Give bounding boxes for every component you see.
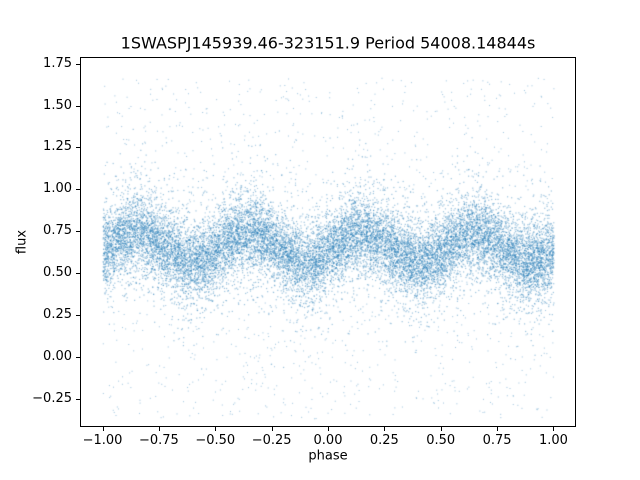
y-tick-label: −0.25 [32,390,72,406]
x-tick-mark [102,427,104,431]
y-tick-label: 1.75 [43,55,72,71]
y-tick-label: 0.50 [43,264,72,280]
y-tick-label: 1.25 [43,139,72,155]
x-axis-label: phase [308,448,348,464]
x-tick-label: 1.00 [538,433,568,448]
x-tick-label: 0.00 [313,433,343,448]
y-tick-mark [76,398,80,400]
x-tick-mark [328,427,329,431]
y-tick-mark [76,63,80,65]
x-tick-mark [384,427,386,431]
x-tick-mark [440,427,442,431]
x-tick-label: −0.75 [138,433,179,448]
x-tick-label: 0.75 [482,433,512,448]
y-tick-label: 0.75 [43,223,72,239]
x-tick-label: −0.25 [251,433,292,448]
y-tick-label: 0.00 [43,348,72,364]
y-tick-label: 1.00 [43,181,72,197]
y-tick-mark [76,272,80,274]
y-tick-mark [76,314,80,316]
chart-title: 1SWASPJ145939.46-323151.9 Period 54008.1… [120,33,536,53]
y-tick-mark [76,356,80,358]
y-axis-label: flux [14,229,30,255]
y-tick-mark [76,231,80,233]
x-tick-label: 0.25 [369,433,399,448]
x-tick-mark [215,427,217,431]
x-tick-label: −1.00 [82,433,123,448]
x-tick-mark [553,427,555,431]
x-tick-label: 0.50 [426,433,456,448]
x-tick-mark [497,427,499,431]
y-tick-mark [76,105,80,107]
x-tick-label: −0.50 [195,433,236,448]
y-tick-mark [76,147,80,149]
x-tick-mark [158,427,160,431]
y-tick-label: 1.50 [43,97,72,113]
y-tick-mark [76,189,80,191]
scatter-plot-canvas [80,57,576,427]
y-tick-label: 0.25 [43,306,72,322]
x-tick-mark [271,427,273,431]
